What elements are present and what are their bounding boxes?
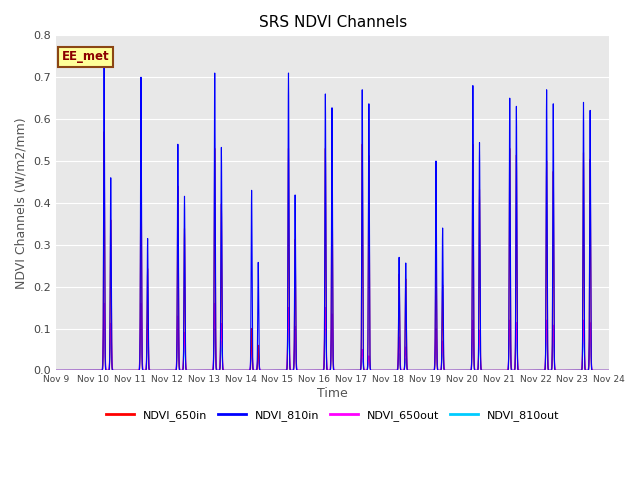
Line: NDVI_650out: NDVI_650out	[56, 303, 609, 371]
NDVI_650out	[595, 368, 602, 373]
X-axis label: Time: Time	[317, 387, 348, 400]
NDVI_810in	[289, 368, 296, 373]
Title: SRS NDVI Channels: SRS NDVI Channels	[259, 15, 407, 30]
NDVI_810in	[116, 368, 124, 373]
NDVI_650in	[264, 368, 272, 373]
NDVI_650out	[289, 368, 296, 373]
NDVI_650out	[148, 368, 156, 373]
NDVI_810in	[52, 368, 60, 373]
NDVI_650in	[605, 368, 613, 373]
NDVI_650out	[535, 368, 543, 373]
NDVI_810out	[52, 368, 60, 373]
NDVI_810out	[535, 368, 543, 373]
NDVI_650in	[52, 368, 60, 373]
NDVI_810in	[148, 368, 156, 373]
NDVI_810out	[100, 322, 108, 327]
Text: EE_met: EE_met	[61, 50, 109, 63]
NDVI_650in	[289, 368, 296, 373]
NDVI_810out	[148, 368, 156, 373]
NDVI_650out	[264, 368, 272, 373]
NDVI_650out	[52, 368, 60, 373]
Y-axis label: NDVI Channels (W/m2/mm): NDVI Channels (W/m2/mm)	[15, 117, 28, 288]
NDVI_810out	[116, 368, 124, 373]
Line: NDVI_650in: NDVI_650in	[56, 132, 609, 371]
NDVI_810out	[264, 368, 272, 373]
NDVI_650in	[100, 129, 108, 134]
NDVI_810in	[264, 368, 272, 373]
NDVI_810out	[595, 368, 602, 373]
NDVI_810out	[605, 368, 613, 373]
NDVI_810in	[100, 62, 108, 68]
NDVI_650out	[100, 300, 108, 306]
Line: NDVI_810out: NDVI_810out	[56, 324, 609, 371]
NDVI_650in	[535, 368, 543, 373]
NDVI_650in	[148, 368, 156, 373]
NDVI_810in	[605, 368, 613, 373]
NDVI_650in	[595, 368, 602, 373]
Legend: NDVI_650in, NDVI_810in, NDVI_650out, NDVI_810out: NDVI_650in, NDVI_810in, NDVI_650out, NDV…	[101, 406, 564, 425]
NDVI_650out	[605, 368, 613, 373]
NDVI_650out	[116, 368, 124, 373]
NDVI_810in	[535, 368, 543, 373]
Line: NDVI_810in: NDVI_810in	[56, 65, 609, 371]
NDVI_810in	[595, 368, 602, 373]
NDVI_810out	[289, 368, 296, 373]
NDVI_650in	[116, 368, 124, 373]
